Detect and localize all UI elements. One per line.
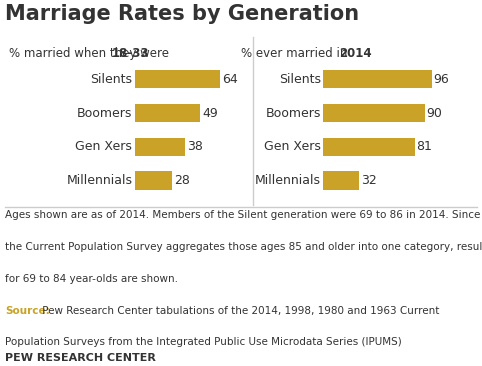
- Bar: [323, 138, 415, 156]
- Text: 2014: 2014: [339, 46, 372, 60]
- Text: Population Surveys from the Integrated Public Use Microdata Series (IPUMS): Population Surveys from the Integrated P…: [5, 337, 402, 347]
- Text: 49: 49: [202, 107, 218, 120]
- Text: 64: 64: [222, 72, 238, 86]
- Text: 32: 32: [361, 174, 376, 187]
- Text: Pew Research Center tabulations of the 2014, 1998, 1980 and 1963 Current: Pew Research Center tabulations of the 2…: [40, 306, 440, 315]
- Text: Boomers: Boomers: [265, 107, 321, 120]
- Text: for 69 to 84 year-olds are shown.: for 69 to 84 year-olds are shown.: [5, 274, 178, 284]
- Text: % married when they were: % married when they were: [10, 46, 173, 60]
- Bar: [135, 104, 200, 122]
- Text: 96: 96: [433, 72, 449, 86]
- Text: PEW RESEARCH CENTER: PEW RESEARCH CENTER: [5, 353, 156, 363]
- Text: Source:: Source:: [5, 306, 50, 315]
- Text: the Current Population Survey aggregates those ages 85 and older into one catego: the Current Population Survey aggregates…: [5, 242, 482, 252]
- Text: 90: 90: [427, 107, 442, 120]
- Bar: [135, 70, 220, 89]
- Text: Millennials: Millennials: [67, 174, 132, 187]
- Text: % ever married in: % ever married in: [241, 46, 351, 60]
- Bar: [323, 104, 425, 122]
- Text: Gen Xers: Gen Xers: [76, 140, 132, 153]
- Text: 28: 28: [174, 174, 190, 187]
- Text: Silents: Silents: [279, 72, 321, 86]
- Bar: [323, 70, 431, 89]
- Bar: [323, 171, 359, 190]
- Bar: [135, 171, 172, 190]
- Bar: [135, 138, 185, 156]
- Text: Boomers: Boomers: [77, 107, 132, 120]
- Text: 38: 38: [187, 140, 203, 153]
- Text: Gen Xers: Gen Xers: [264, 140, 321, 153]
- Text: Silents: Silents: [90, 72, 132, 86]
- Text: Ages shown are as of 2014. Members of the Silent generation were 69 to 86 in 201: Ages shown are as of 2014. Members of th…: [5, 210, 480, 220]
- Text: Marriage Rates by Generation: Marriage Rates by Generation: [5, 4, 359, 24]
- Text: 81: 81: [416, 140, 432, 153]
- Text: Millennials: Millennials: [254, 174, 321, 187]
- Text: 18-33: 18-33: [111, 46, 149, 60]
